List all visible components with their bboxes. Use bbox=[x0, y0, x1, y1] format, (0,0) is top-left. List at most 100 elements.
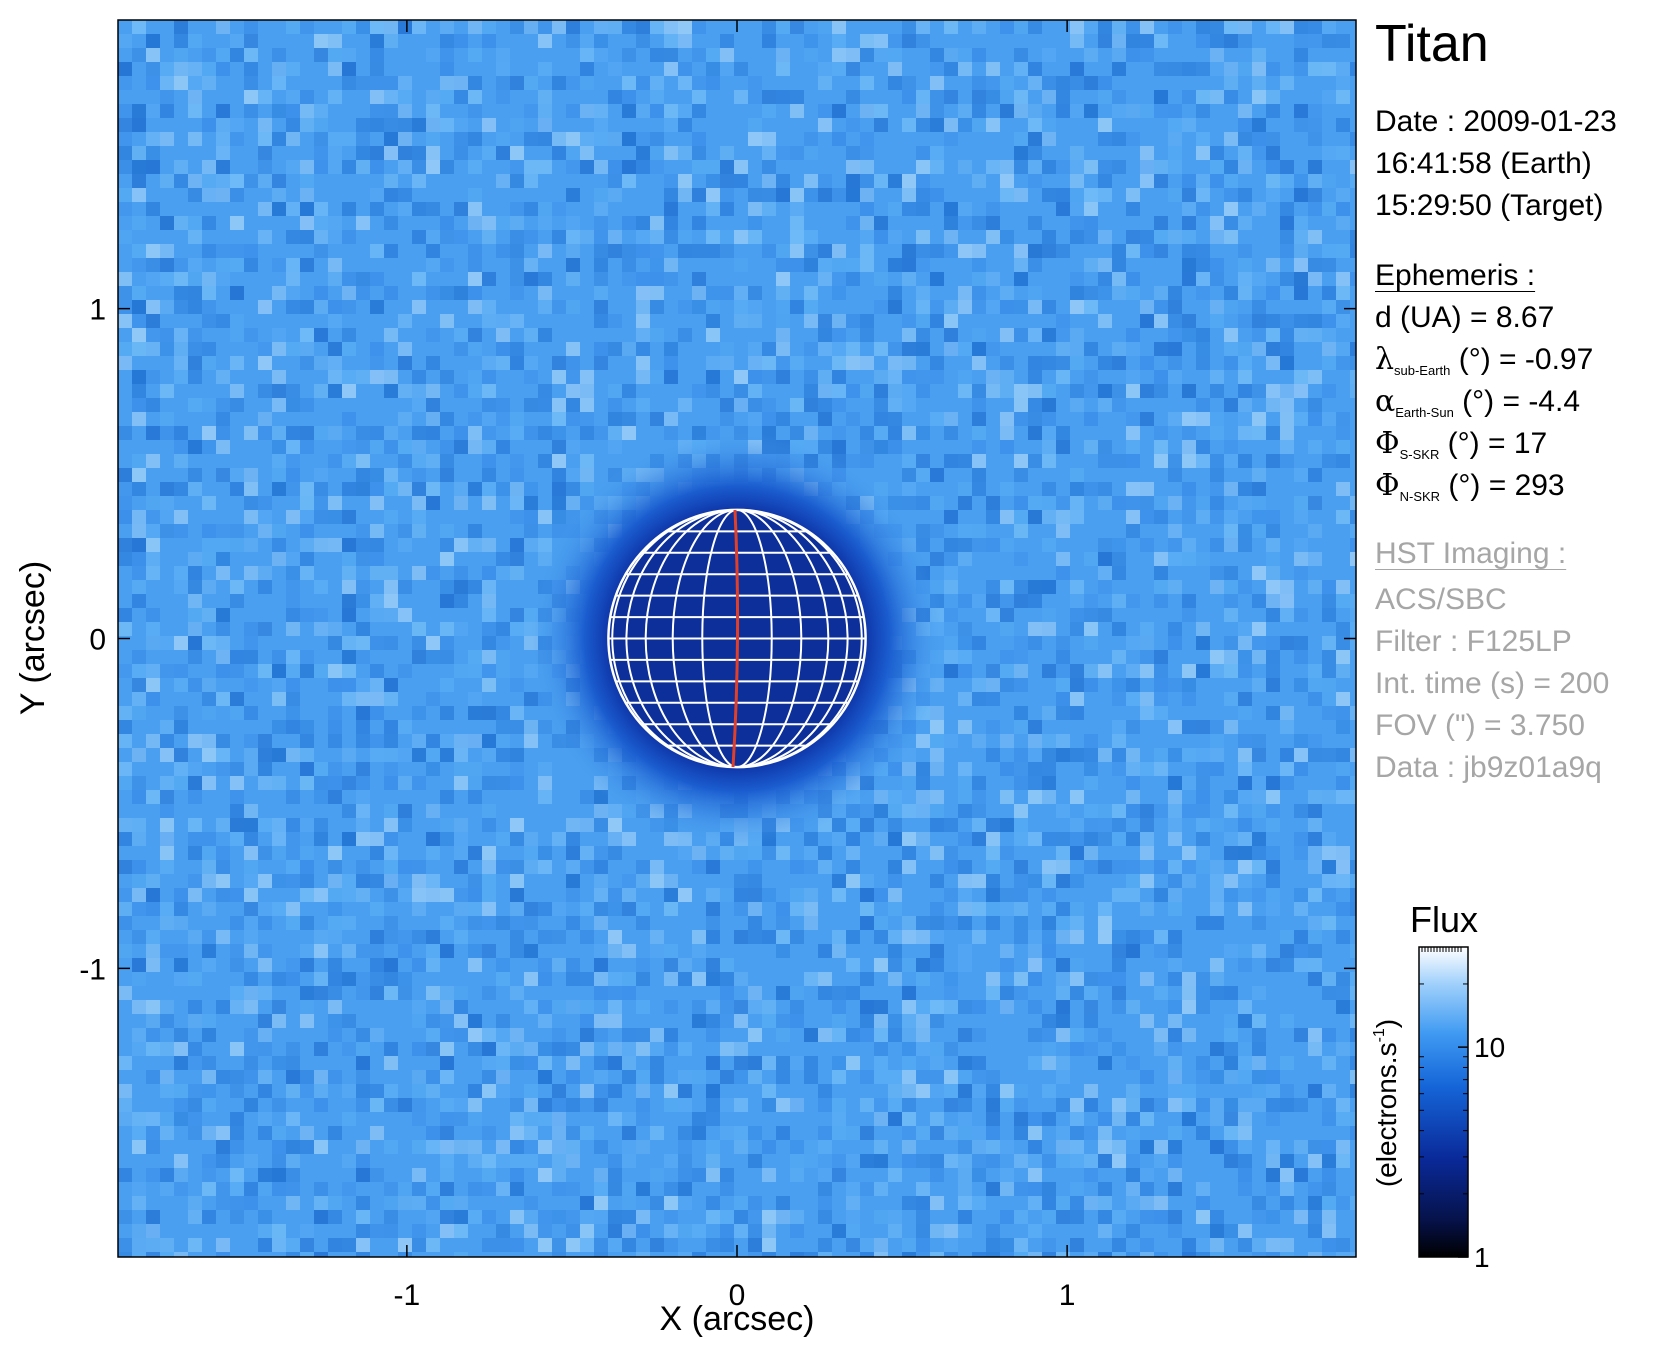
noise-pixel bbox=[286, 1070, 300, 1084]
noise-pixel bbox=[1336, 650, 1350, 664]
noise-pixel bbox=[874, 930, 888, 944]
noise-pixel bbox=[1294, 216, 1308, 230]
noise-pixel bbox=[132, 790, 146, 804]
noise-pixel bbox=[1252, 916, 1266, 930]
noise-pixel bbox=[482, 440, 496, 454]
noise-pixel bbox=[1350, 510, 1356, 524]
noise-pixel bbox=[916, 314, 930, 328]
noise-pixel bbox=[356, 818, 370, 832]
noise-pixel bbox=[118, 608, 132, 622]
noise-pixel bbox=[1028, 1140, 1042, 1154]
noise-pixel bbox=[1154, 174, 1168, 188]
noise-pixel bbox=[958, 650, 972, 664]
noise-pixel bbox=[1056, 846, 1070, 860]
noise-pixel bbox=[748, 342, 762, 356]
noise-pixel bbox=[216, 118, 230, 132]
noise-pixel bbox=[1014, 664, 1028, 678]
noise-pixel bbox=[776, 902, 790, 916]
noise-pixel bbox=[776, 1210, 790, 1224]
noise-pixel bbox=[482, 398, 496, 412]
noise-pixel bbox=[538, 62, 552, 76]
noise-pixel bbox=[342, 1238, 356, 1252]
noise-pixel bbox=[426, 426, 440, 440]
noise-pixel bbox=[1070, 594, 1084, 608]
noise-pixel bbox=[398, 356, 412, 370]
noise-pixel bbox=[132, 748, 146, 762]
noise-pixel bbox=[860, 356, 874, 370]
noise-pixel bbox=[132, 1182, 146, 1196]
noise-pixel bbox=[1126, 1182, 1140, 1196]
noise-pixel bbox=[594, 104, 608, 118]
noise-pixel bbox=[496, 566, 510, 580]
noise-pixel bbox=[160, 62, 174, 76]
noise-pixel bbox=[300, 860, 314, 874]
noise-pixel bbox=[384, 930, 398, 944]
noise-pixel bbox=[188, 1098, 202, 1112]
noise-pixel bbox=[1196, 636, 1210, 650]
noise-pixel bbox=[1322, 636, 1336, 650]
noise-pixel bbox=[384, 594, 398, 608]
noise-pixel bbox=[1252, 1196, 1266, 1210]
noise-pixel bbox=[748, 314, 762, 328]
noise-pixel bbox=[160, 734, 174, 748]
noise-pixel bbox=[958, 1098, 972, 1112]
noise-pixel bbox=[370, 608, 384, 622]
noise-pixel bbox=[580, 62, 594, 76]
noise-pixel bbox=[804, 132, 818, 146]
noise-pixel bbox=[370, 1028, 384, 1042]
noise-pixel bbox=[594, 1014, 608, 1028]
noise-pixel bbox=[594, 1210, 608, 1224]
noise-pixel bbox=[258, 524, 272, 538]
noise-pixel bbox=[594, 888, 608, 902]
noise-pixel bbox=[776, 370, 790, 384]
noise-pixel bbox=[944, 510, 958, 524]
noise-pixel bbox=[1196, 398, 1210, 412]
noise-pixel bbox=[328, 986, 342, 1000]
noise-pixel bbox=[216, 426, 230, 440]
noise-pixel bbox=[1224, 650, 1238, 664]
noise-pixel bbox=[328, 426, 342, 440]
noise-pixel bbox=[930, 916, 944, 930]
noise-pixel bbox=[1098, 538, 1112, 552]
noise-pixel bbox=[622, 972, 636, 986]
noise-pixel bbox=[958, 370, 972, 384]
noise-pixel bbox=[1308, 846, 1322, 860]
noise-pixel bbox=[860, 328, 874, 342]
noise-pixel bbox=[440, 1112, 454, 1126]
noise-pixel bbox=[1112, 552, 1126, 566]
noise-pixel bbox=[594, 356, 608, 370]
noise-pixel bbox=[1168, 1154, 1182, 1168]
noise-pixel bbox=[1056, 1070, 1070, 1084]
noise-pixel bbox=[538, 20, 552, 34]
noise-pixel bbox=[1042, 888, 1056, 902]
noise-pixel bbox=[958, 160, 972, 174]
noise-pixel bbox=[860, 1126, 874, 1140]
noise-pixel bbox=[216, 692, 230, 706]
noise-pixel bbox=[412, 902, 426, 916]
noise-pixel bbox=[468, 90, 482, 104]
noise-pixel bbox=[958, 496, 972, 510]
noise-pixel bbox=[678, 1084, 692, 1098]
noise-pixel bbox=[412, 860, 426, 874]
noise-pixel bbox=[720, 846, 734, 860]
noise-pixel bbox=[622, 20, 636, 34]
noise-pixel bbox=[678, 846, 692, 860]
noise-pixel bbox=[1210, 482, 1224, 496]
noise-pixel bbox=[1112, 1238, 1126, 1252]
noise-pixel bbox=[818, 1182, 832, 1196]
noise-pixel bbox=[1182, 426, 1196, 440]
noise-pixel bbox=[286, 118, 300, 132]
noise-pixel bbox=[496, 1056, 510, 1070]
noise-pixel bbox=[1266, 580, 1280, 594]
noise-pixel bbox=[566, 76, 580, 90]
noise-pixel bbox=[636, 370, 650, 384]
noise-pixel bbox=[594, 132, 608, 146]
noise-pixel bbox=[594, 48, 608, 62]
noise-pixel bbox=[426, 846, 440, 860]
noise-pixel bbox=[972, 1000, 986, 1014]
noise-pixel bbox=[608, 930, 622, 944]
noise-pixel bbox=[1098, 552, 1112, 566]
noise-pixel bbox=[1196, 1182, 1210, 1196]
noise-pixel bbox=[1140, 300, 1154, 314]
noise-pixel bbox=[1084, 594, 1098, 608]
